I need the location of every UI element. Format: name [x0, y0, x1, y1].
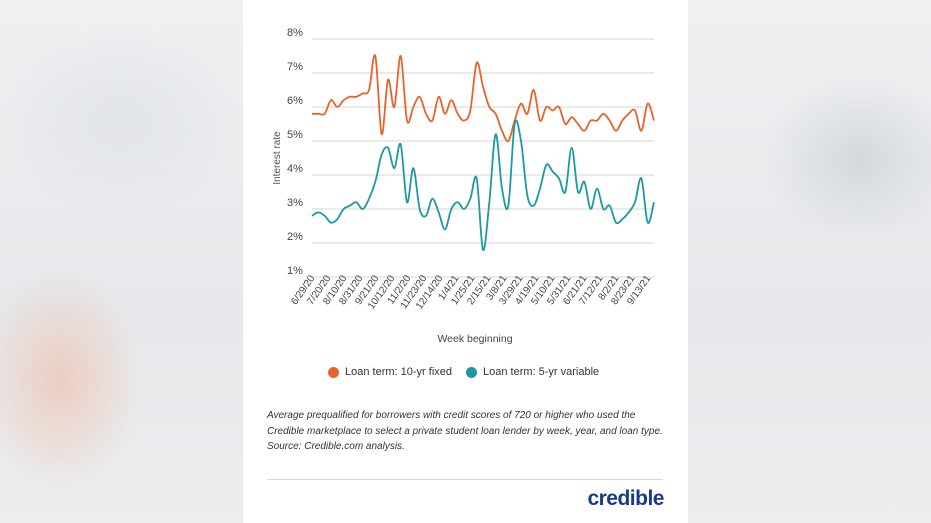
y-tick-label: 5% [287, 129, 303, 141]
credible-logo[interactable]: credible [587, 487, 664, 510]
y-tick-label: 8% [287, 27, 303, 39]
x-axis-label: Week beginning [437, 333, 512, 345]
legend-label-fixed: Loan term: 10-yr fixed [345, 366, 452, 378]
y-tick-label: 2% [287, 231, 303, 243]
legend-item-fixed: Loan term: 10-yr fixed [328, 366, 452, 378]
y-axis-label: Interest rate [272, 131, 283, 185]
series-line-5yr-variable [311, 119, 655, 251]
line-chart: 8%7%6%5%4%3%2%1% 6/29/207/20/208/10/208/… [272, 27, 655, 345]
y-tick-label: 7% [287, 61, 303, 73]
divider [267, 479, 663, 480]
chart-caption: Average prequalified for borrowers with … [267, 410, 663, 452]
y-tick-label: 6% [287, 95, 303, 107]
series-line-10yr-fixed [312, 54, 655, 143]
legend-swatch-fixed [328, 366, 339, 378]
legend-swatch-variable [466, 366, 477, 378]
legend-item-variable: Loan term: 5-yr variable [466, 366, 599, 378]
chart-card: 8% 7% 6% 5% 4% 3% 2% 1% 6/29/20 7/20/20 8/10/20 8/… [243, 0, 688, 523]
legend-label-variable: Loan term: 5-yr variable [483, 366, 600, 378]
legend: Loan term: 10-yr fixed Loan term: 5-yr v… [328, 366, 599, 378]
y-tick-label: 1% [287, 265, 303, 277]
y-tick-label: 4% [287, 163, 303, 175]
y-tick-label: 3% [287, 197, 303, 209]
